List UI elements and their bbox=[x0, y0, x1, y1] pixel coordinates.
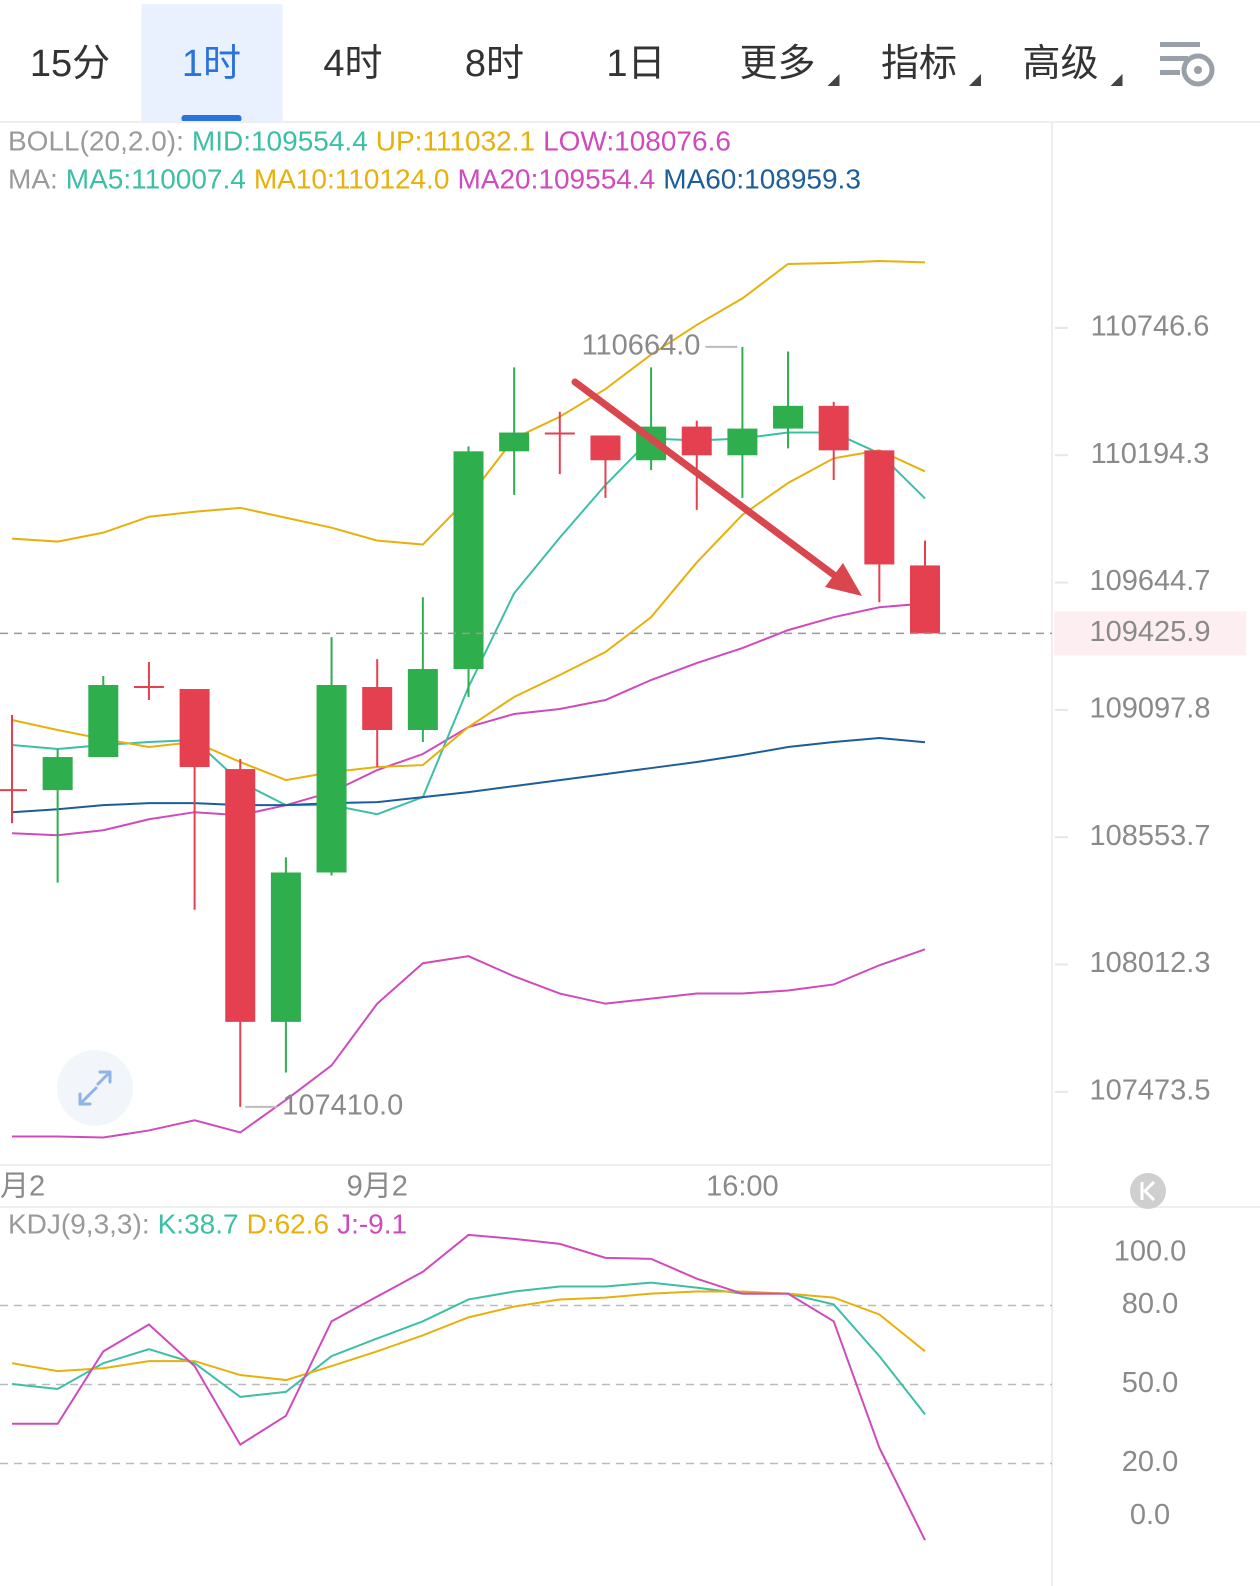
legend-entry: UP:111032.1 bbox=[376, 125, 535, 156]
period-tab[interactable]: 1日 bbox=[606, 43, 665, 85]
legend-entry: MA10:110124.0 bbox=[254, 163, 450, 194]
period-tab[interactable]: 高级 bbox=[1022, 43, 1098, 85]
y-tick-label: 109097.8 bbox=[1090, 693, 1211, 725]
period-tab-bar: 15分 1时 4时 8时 1日 更多 指标 高级 bbox=[30, 4, 1123, 122]
y-tick-label: 110746.6 bbox=[1091, 311, 1210, 343]
legend-entry: J:-9.1 bbox=[337, 1208, 407, 1239]
active-tab-underline bbox=[181, 115, 242, 122]
x-tick-label: 16:00 bbox=[706, 1171, 779, 1203]
legend-entry: MA20:109554.4 bbox=[457, 163, 655, 194]
legend-entry: KDJ(9,3,3): bbox=[8, 1208, 150, 1239]
active-tab-bg bbox=[141, 4, 283, 122]
y-tick-label: 107473.5 bbox=[1090, 1075, 1211, 1107]
candle-body bbox=[407, 669, 438, 731]
kdj-line bbox=[12, 1233, 926, 1541]
candle-body bbox=[225, 769, 256, 1022]
scroll-latest-button[interactable] bbox=[1130, 1173, 1166, 1209]
expand-icon bbox=[78, 1070, 112, 1106]
y-tick-label: 80.0 bbox=[1122, 1288, 1178, 1320]
candle-body bbox=[362, 687, 393, 731]
dropdown-triangle bbox=[969, 74, 981, 86]
settings-icon[interactable] bbox=[1160, 42, 1215, 87]
y-tick-label: 110194.3 bbox=[1091, 438, 1210, 470]
period-tab[interactable]: 更多 bbox=[739, 43, 815, 85]
price-chart: BOLL(20,2.0): MID:109554.4 UP:111032.1 LOW:… bbox=[0, 125, 1246, 1203]
y-tick-label: 20.0 bbox=[1122, 1446, 1178, 1478]
y-tick-label: 50.0 bbox=[1122, 1367, 1178, 1399]
candle-body bbox=[910, 565, 940, 634]
legend-entry: MA60:108959.3 bbox=[663, 163, 861, 194]
period-tab[interactable]: 15分 bbox=[30, 43, 110, 85]
period-tab[interactable]: 8时 bbox=[465, 43, 524, 85]
fullscreen-button[interactable] bbox=[57, 1050, 133, 1126]
candle-body bbox=[88, 685, 119, 758]
y-tick-label: 108553.7 bbox=[1090, 820, 1211, 852]
candle-body bbox=[179, 689, 210, 768]
indicator-line bbox=[11, 737, 926, 814]
y-tick-label: 100.0 bbox=[1114, 1235, 1187, 1267]
candle-body bbox=[773, 405, 804, 429]
icon-gear bbox=[1181, 53, 1215, 87]
indicator-line bbox=[12, 948, 926, 1139]
low-annotation: 107410.0 bbox=[282, 1090, 403, 1122]
icon-bar bbox=[1160, 56, 1188, 61]
high-annotation: 110664.0 bbox=[582, 330, 701, 362]
legend-entry: MA: bbox=[8, 163, 58, 194]
candle-body bbox=[499, 432, 530, 452]
candle-body bbox=[42, 757, 73, 791]
current-price-label: 109425.9 bbox=[1090, 616, 1211, 648]
y-tick-label: 108012.3 bbox=[1090, 947, 1211, 979]
kdj-chart: KDJ(9,3,3): K:38.7 D:62.6 J:-9.1 100.0 80.0 50… bbox=[0, 1208, 1187, 1541]
x-tick-label: 月2 bbox=[0, 1171, 45, 1203]
y-tick-label: 0.0 bbox=[1130, 1499, 1170, 1531]
latest-icon bbox=[1140, 1180, 1156, 1202]
legend-entry: D:62.6 bbox=[247, 1208, 330, 1239]
legend-entry: MA5:110007.4 bbox=[66, 163, 246, 194]
candle-body bbox=[727, 428, 758, 456]
candle-body bbox=[453, 451, 484, 670]
button-bg bbox=[1130, 1173, 1166, 1209]
period-tab[interactable]: 4时 bbox=[323, 43, 382, 85]
candle-body bbox=[316, 685, 347, 873]
dropdown-triangle bbox=[1110, 74, 1123, 86]
current-price-bg bbox=[1054, 611, 1246, 656]
candle-body bbox=[818, 405, 849, 451]
legend-entry: MID:109554.4 bbox=[192, 125, 368, 156]
candle-body bbox=[590, 435, 621, 461]
y-tick-label: 109644.7 bbox=[1090, 565, 1211, 597]
legend-entry: K:38.7 bbox=[158, 1208, 239, 1239]
arrow-head bbox=[825, 563, 862, 596]
candle-body bbox=[681, 426, 712, 456]
icon-bar bbox=[1160, 42, 1200, 47]
legend-entry: BOLL(20,2.0): bbox=[8, 125, 184, 156]
period-tab[interactable]: 1时 bbox=[182, 43, 241, 85]
dropdown-triangle bbox=[827, 74, 840, 86]
candle-body bbox=[270, 872, 301, 1022]
indicator-line bbox=[11, 449, 926, 782]
icon-gear-center bbox=[1194, 66, 1202, 74]
arrow-shaft bbox=[571, 378, 842, 582]
legend-entry: LOW:108076.6 bbox=[543, 125, 731, 156]
period-tab[interactable]: 指标 bbox=[881, 43, 957, 85]
candle-body bbox=[864, 450, 895, 565]
trend-arrow bbox=[571, 378, 862, 596]
x-tick-label: 9月2 bbox=[347, 1171, 408, 1203]
icon-bar bbox=[1160, 70, 1180, 75]
